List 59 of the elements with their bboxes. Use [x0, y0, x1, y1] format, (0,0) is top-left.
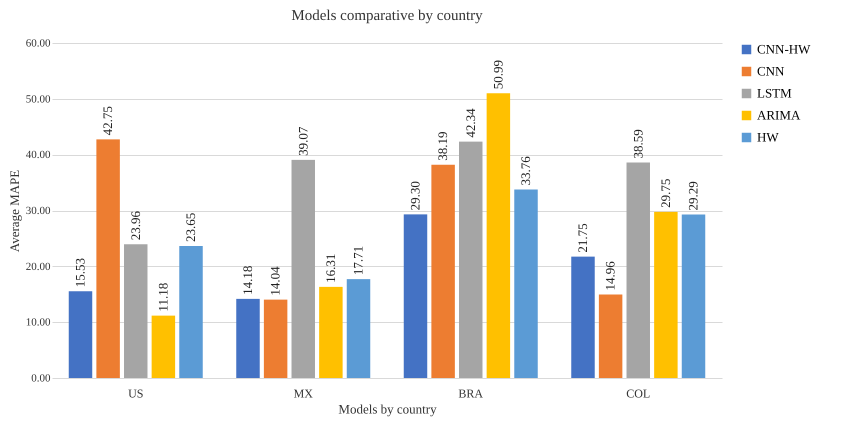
data-label: 14.96 — [602, 260, 618, 290]
x-tick-label: MX — [294, 386, 314, 400]
data-label: 38.59 — [630, 129, 646, 159]
data-label: 42.75 — [100, 106, 116, 136]
data-label: 38.19 — [435, 132, 450, 161]
y-tick-label: 30.00 — [26, 205, 51, 217]
y-axis-title: Average MAPE — [6, 170, 22, 252]
bar — [264, 300, 288, 378]
bar — [404, 214, 428, 378]
data-label: 14.18 — [240, 266, 255, 295]
data-label: 23.96 — [128, 210, 143, 240]
data-label: 29.75 — [658, 178, 673, 208]
bar — [96, 139, 120, 378]
bar — [654, 212, 678, 378]
y-tick-label: 50.00 — [26, 93, 51, 106]
legend-label: CNN — [757, 64, 786, 78]
bar — [431, 164, 455, 378]
data-label: 42.34 — [462, 108, 478, 138]
x-axis-title: Models by country — [338, 402, 438, 416]
data-label: 50.99 — [490, 60, 506, 90]
data-label: 11.18 — [155, 282, 170, 312]
x-tick-label: US — [128, 386, 144, 400]
chart-title: Models comparative by country — [291, 8, 484, 24]
y-tick-label: 0.00 — [31, 372, 51, 384]
bar — [598, 294, 622, 378]
data-label: 29.29 — [686, 181, 701, 210]
data-label: 29.30 — [407, 181, 422, 210]
data-label: 23.65 — [183, 212, 198, 242]
bar — [319, 286, 343, 378]
legend-label: ARIMA — [757, 108, 801, 122]
data-label: 39.07 — [295, 126, 310, 156]
x-tick-label: BRA — [458, 386, 484, 400]
y-tick-label: 40.00 — [26, 149, 51, 162]
bar — [682, 214, 706, 378]
bar — [514, 190, 538, 378]
bar — [626, 162, 650, 378]
bar — [236, 298, 260, 378]
y-tick-label: 10.00 — [26, 316, 51, 329]
data-label: 33.76 — [518, 156, 534, 186]
bar — [346, 279, 370, 378]
data-label: 21.75 — [574, 223, 590, 253]
data-label: 17.71 — [350, 246, 366, 276]
y-tick-label: 20.00 — [26, 260, 51, 273]
bar — [486, 93, 510, 378]
bar — [292, 160, 315, 378]
data-label: 15.53 — [72, 258, 88, 288]
bar — [152, 316, 176, 378]
bar — [124, 244, 148, 378]
bar — [179, 246, 203, 378]
legend-label: LSTM — [757, 86, 792, 100]
y-tick-label: 60.00 — [26, 38, 51, 50]
x-tick-label: COL — [626, 386, 650, 400]
legend-label: CNN-HW — [757, 42, 812, 56]
data-label: 14.04 — [268, 266, 283, 296]
legend-label: HW — [757, 130, 780, 144]
bar — [571, 256, 595, 378]
data-label: 16.31 — [322, 254, 338, 283]
bar — [459, 142, 482, 378]
bar — [68, 291, 92, 378]
